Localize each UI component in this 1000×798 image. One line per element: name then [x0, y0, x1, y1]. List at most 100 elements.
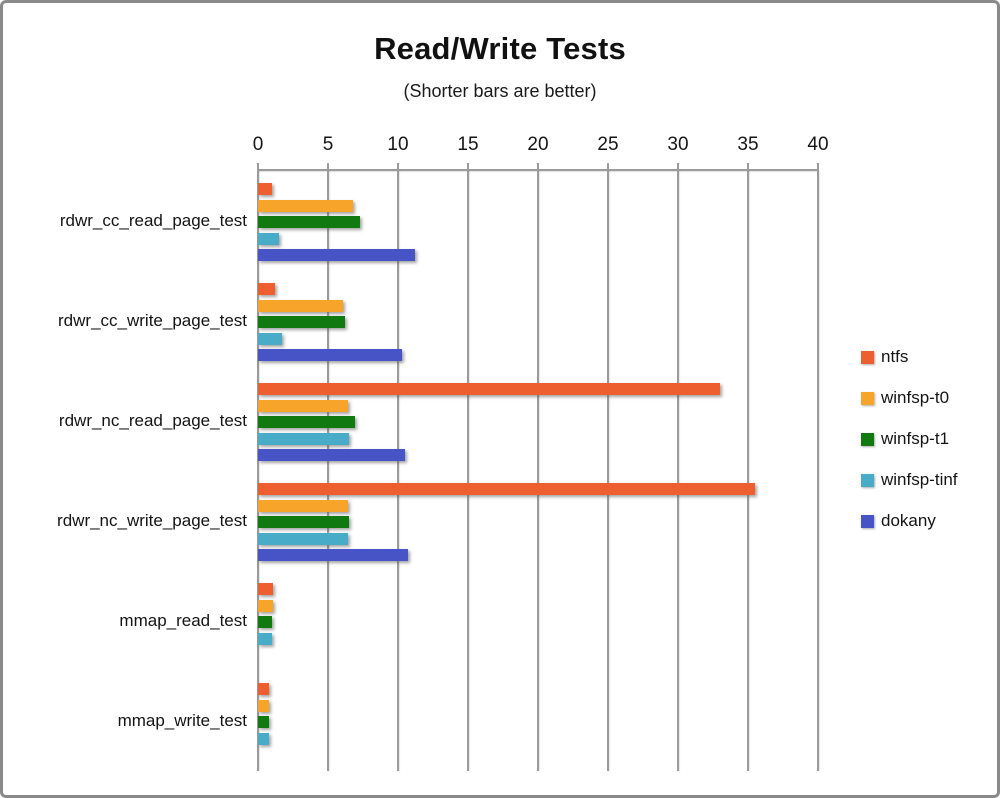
chart-subtitle: (Shorter bars are better) — [403, 81, 597, 101]
bar-group-rdwr_cc_write_page_test — [258, 271, 818, 371]
bar-slot — [258, 632, 818, 645]
bar-group-mmap_read_test — [258, 571, 818, 671]
bar-slot — [258, 583, 818, 595]
bar-slot — [258, 183, 818, 195]
legend-label: winfsp-tinf — [881, 470, 958, 489]
x-tick-mark — [747, 163, 749, 171]
bar-winfsp-t1 — [258, 516, 349, 528]
bar-slot — [258, 516, 818, 528]
chart-title: Read/Write Tests — [374, 31, 626, 66]
bar-slot — [258, 416, 818, 428]
x-tick-label: 20 — [527, 134, 549, 155]
bar-slot — [258, 432, 818, 445]
bar-ntfs — [258, 183, 272, 195]
x-tick-mark — [537, 163, 539, 171]
x-tick-label: 35 — [737, 134, 759, 155]
legend-item-winfsp-tinf: winfsp-tinf — [861, 470, 958, 489]
category-label-rdwr_nc_read_page_test: rdwr_nc_read_page_test — [58, 411, 247, 430]
bar-slot — [258, 699, 818, 712]
x-tick-label: 10 — [387, 134, 409, 155]
bar-winfsp-t1 — [258, 616, 272, 628]
plot-area — [257, 163, 819, 771]
x-tick-label: 5 — [322, 134, 334, 155]
x-tick-label: 15 — [457, 134, 479, 155]
bar-slot — [258, 332, 818, 345]
bar-slot — [258, 316, 818, 328]
gridline — [607, 171, 609, 771]
category-label-rdwr_cc_read_page_test: rdwr_cc_read_page_test — [59, 211, 247, 230]
bar-winfsp-t1 — [258, 316, 345, 328]
legend-item-winfsp-t1: winfsp-t1 — [861, 429, 950, 448]
x-tick-label: 30 — [667, 134, 689, 155]
bar-ntfs — [258, 583, 274, 595]
bar-slot — [258, 732, 818, 745]
category-label-rdwr_cc_write_page_test: rdwr_cc_write_page_test — [58, 311, 247, 330]
bar-dokany — [258, 249, 415, 261]
bar-slot — [258, 649, 818, 661]
bar-dokany — [258, 449, 405, 461]
bar-ntfs — [258, 383, 720, 395]
x-tick-mark — [397, 163, 399, 171]
x-tick-mark — [677, 163, 679, 171]
bar-winfsp-t0 — [258, 699, 270, 712]
bar-winfsp-t0 — [258, 399, 348, 412]
bar-slot — [258, 499, 818, 512]
bar-slot — [258, 616, 818, 628]
gridline — [747, 171, 749, 771]
bar-winfsp-tinf — [258, 232, 279, 245]
legend-item-winfsp-t0: winfsp-t0 — [861, 388, 949, 407]
bar-winfsp-t0 — [258, 599, 274, 612]
bar-slot — [258, 683, 818, 695]
bar-group-mmap_write_test — [258, 671, 818, 771]
legend-swatch-dokany — [861, 514, 874, 528]
gridline — [677, 171, 679, 771]
bar-slot — [258, 383, 818, 395]
bar-ntfs — [258, 483, 755, 495]
bar-winfsp-tinf — [258, 532, 348, 545]
category-label-rdwr_nc_write_page_test: rdwr_nc_write_page_test — [57, 511, 247, 530]
bar-groups — [258, 171, 818, 771]
x-tick-mark — [327, 163, 329, 171]
bar-slot — [258, 199, 818, 212]
x-tick-mark — [467, 163, 469, 171]
x-tick-label: 40 — [807, 134, 829, 155]
bar-slot — [258, 349, 818, 361]
legend-swatch-winfsp-t0 — [861, 391, 874, 405]
bar-slot — [258, 532, 818, 545]
x-tick-mark — [607, 163, 609, 171]
bar-group-rdwr_nc_read_page_test — [258, 371, 818, 471]
bar-winfsp-t1 — [258, 716, 270, 728]
legend-swatch-winfsp-t1 — [861, 432, 874, 446]
bar-slot — [258, 299, 818, 312]
x-tick-label: 25 — [597, 134, 619, 155]
gridline — [327, 171, 329, 771]
bar-winfsp-t0 — [258, 499, 348, 512]
legend-label: dokany — [881, 511, 936, 530]
bar-winfsp-tinf — [258, 632, 272, 645]
bar-slot — [258, 449, 818, 461]
gridline — [397, 171, 399, 771]
gridline — [257, 171, 259, 771]
legend-swatch-winfsp-tinf — [861, 473, 874, 487]
bar-winfsp-t0 — [258, 299, 344, 312]
bar-slot — [258, 232, 818, 245]
gridline — [537, 171, 539, 771]
legend-swatch-ntfs — [861, 350, 874, 364]
bar-slot — [258, 749, 818, 761]
bar-dokany — [258, 549, 408, 561]
bar-winfsp-tinf — [258, 732, 270, 745]
bar-slot — [258, 599, 818, 612]
bar-ntfs — [258, 283, 275, 295]
bar-winfsp-t1 — [258, 216, 361, 228]
bar-dokany — [258, 349, 403, 361]
legend-label: winfsp-t1 — [881, 429, 950, 448]
gridline — [467, 171, 469, 771]
x-tick-mark — [257, 163, 259, 171]
bar-winfsp-tinf — [258, 432, 349, 445]
bar-ntfs — [258, 683, 270, 695]
bar-winfsp-tinf — [258, 332, 282, 345]
x-tick-label: 0 — [252, 134, 264, 155]
legend-item-dokany: dokany — [861, 511, 936, 530]
legend-label: ntfs — [881, 347, 909, 366]
